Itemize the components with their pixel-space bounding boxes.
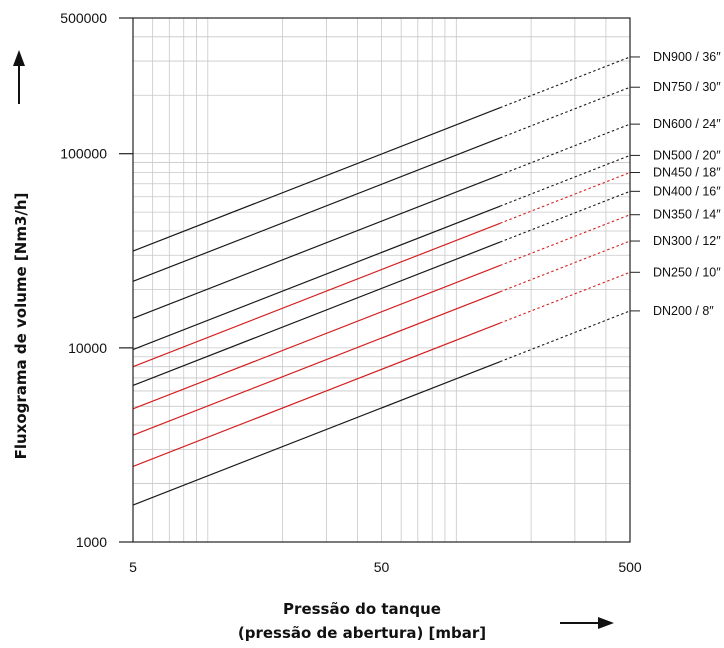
series-label: DN400 / 16″ [653, 184, 721, 198]
series-label: DN900 / 36″ [653, 50, 721, 64]
y-tick-label: 1000 [76, 534, 107, 550]
series-line-dashed [499, 172, 631, 224]
x-tick-labels: 5 50 500 [129, 559, 642, 575]
series-line-dashed [499, 56, 631, 109]
series-line-solid [132, 222, 501, 368]
series-label: DN200 / 8″ [653, 304, 714, 318]
series-line-dashed [499, 123, 631, 176]
plot-frame [132, 17, 631, 543]
y-tick-label: 10000 [68, 340, 107, 356]
x-tick-label: 50 [374, 559, 390, 575]
y-tick-label: 100000 [60, 146, 107, 162]
series-label: DN750 / 30″ [653, 80, 721, 94]
series-line-dashed [499, 190, 631, 243]
series-label: DN600 / 24″ [653, 117, 721, 131]
label-leader-ticks [630, 56, 640, 312]
series-label: DN500 / 20″ [653, 148, 721, 162]
x-tick-label: 5 [129, 559, 137, 575]
x-axis-title-line2: (pressão de abertura) [mbar] [238, 624, 486, 642]
series-line-solid [132, 107, 501, 252]
series-line-dashed [499, 86, 631, 139]
grid [133, 18, 630, 542]
x-tick-label: 500 [618, 559, 642, 575]
series-line-solid [132, 264, 501, 410]
arrow-up-icon [13, 50, 25, 104]
series-labels: DN900 / 36″ DN750 / 30″ DN600 / 24″ DN500 /… [653, 50, 721, 318]
series-line-solid [132, 174, 501, 319]
series-line-dashed [499, 310, 631, 363]
series-line-solid [132, 137, 501, 282]
series-line-dashed [499, 240, 631, 293]
series-label: DN450 / 18″ [653, 166, 721, 180]
series-label: DN300 / 12″ [653, 234, 721, 248]
y-axis-title: Fluxograma de volume [Nm3/h] [12, 193, 30, 460]
x-axis-title-line1: Pressão do tanque [283, 600, 441, 618]
series-line-solid [132, 291, 501, 436]
series-line-dashed [499, 271, 631, 324]
series-line-dashed [499, 214, 631, 266]
y-tick-labels: 1000 10000 100000 500000 [60, 10, 133, 550]
series-label: DN250 / 10″ [653, 265, 721, 279]
series-line-dashed [499, 154, 631, 207]
series-lines [132, 56, 631, 506]
series-line-solid [132, 205, 501, 351]
series-line-solid [132, 322, 501, 468]
arrow-right-icon [560, 617, 614, 629]
series-line-solid [132, 361, 501, 506]
series-label: DN350 / 14″ [653, 208, 721, 222]
y-tick-label: 500000 [60, 10, 107, 26]
series-line-solid [132, 241, 501, 387]
